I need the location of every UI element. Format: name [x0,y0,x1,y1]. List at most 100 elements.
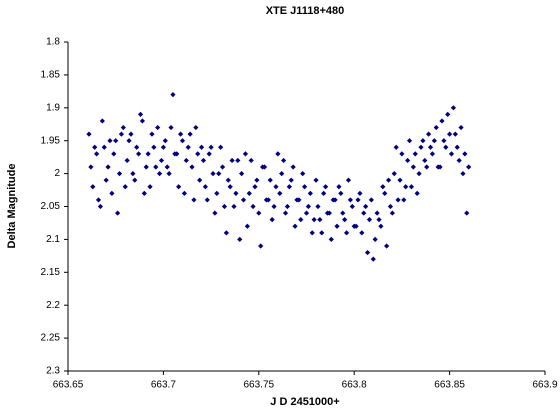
point [340,210,346,216]
point [132,177,138,183]
point [223,230,229,236]
point [218,144,224,150]
point [193,124,199,131]
y-tick-label: 2 [54,168,60,179]
point [332,197,338,203]
point [389,210,395,216]
point [126,138,132,144]
point [361,210,367,216]
point [273,184,279,190]
point [160,144,166,150]
point [359,230,365,236]
point [124,157,130,164]
point [195,151,201,157]
point [294,197,300,203]
point [338,190,344,196]
point [385,177,392,183]
point [120,124,126,131]
x-tick-label: 663.85 [434,380,465,391]
y-tick-label: 1.95 [41,135,61,146]
point [378,223,384,229]
point [456,157,462,164]
point [86,131,92,137]
point [322,184,329,190]
point [208,144,214,150]
y-tick-label: 2.3 [46,366,60,377]
x-tick-label: 663.65 [53,380,84,391]
point [231,203,237,210]
point [384,243,390,249]
point [275,151,281,157]
y-tick-label: 1.9 [46,102,60,113]
y-tick-label: 2.1 [46,234,60,245]
point [313,177,319,183]
point [254,177,260,183]
point [168,124,174,131]
point [279,171,285,177]
point [197,177,203,183]
point [441,138,447,144]
point [374,210,380,216]
point [177,131,184,137]
point [92,144,98,150]
point [176,184,182,190]
point [281,157,287,164]
point [450,105,457,111]
point [382,190,388,196]
point [179,138,186,144]
point [368,197,374,203]
point [191,197,197,203]
point [336,184,342,190]
point [303,210,310,216]
point [301,184,308,190]
point [139,118,146,124]
point [239,171,245,177]
point [204,197,210,203]
point [412,151,418,157]
point [118,131,125,137]
point [185,144,191,150]
point [401,197,407,203]
y-tick-label: 1.85 [41,70,61,81]
point [172,151,178,157]
point [90,184,96,190]
point [439,118,445,124]
point [347,197,353,203]
point [380,184,386,190]
point [183,157,189,164]
y-tick-label: 2.05 [41,201,61,212]
point [103,177,109,183]
point [145,151,151,157]
point [235,157,241,164]
point [422,157,428,164]
point [284,203,291,210]
point [277,190,283,196]
point [250,203,256,210]
x-tick-label: 663.8 [342,380,367,391]
point [260,164,266,170]
point [433,124,439,131]
point [290,164,296,170]
point [431,138,437,144]
point [111,151,117,157]
point [452,131,458,137]
point [227,184,233,190]
point [212,210,218,216]
point [370,256,376,262]
point [426,131,432,137]
point [210,171,216,177]
point [445,111,451,117]
point [263,197,270,203]
x-tick-label: 663.75 [244,380,275,391]
point [269,217,275,223]
point [447,131,453,137]
point [233,190,239,196]
point [366,217,373,223]
point [391,171,397,177]
y-tick-label: 2.2 [46,300,60,311]
point [88,164,94,170]
point [158,157,165,164]
point [151,144,157,150]
point [454,144,460,150]
